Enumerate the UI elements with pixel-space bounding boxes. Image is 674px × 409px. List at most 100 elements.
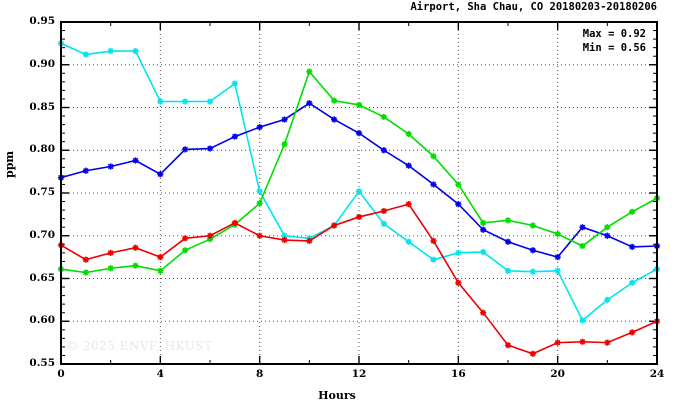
series-marker xyxy=(455,201,462,208)
series-marker xyxy=(182,146,189,153)
x-tick-label: 24 xyxy=(649,368,665,380)
series-marker xyxy=(504,238,512,245)
series-marker xyxy=(455,249,462,256)
series-marker xyxy=(306,237,313,244)
series-marker xyxy=(430,256,437,263)
series-marker xyxy=(480,219,487,227)
series-marker xyxy=(480,226,487,233)
series-marker xyxy=(206,145,214,152)
series-marker xyxy=(604,339,611,346)
series-marker xyxy=(529,222,536,229)
series-marker xyxy=(206,236,214,243)
series-marker xyxy=(554,230,561,238)
series-marker xyxy=(480,309,487,316)
series-marker xyxy=(455,279,462,286)
series-marker xyxy=(157,267,164,274)
series-marker xyxy=(355,188,363,195)
series-marker xyxy=(604,224,611,231)
series-marker xyxy=(256,124,263,131)
series-marker xyxy=(256,232,263,239)
series-marker xyxy=(380,113,387,121)
series-marker xyxy=(281,116,288,123)
series-marker xyxy=(504,267,512,274)
series-marker xyxy=(529,268,536,275)
series-marker xyxy=(107,47,114,55)
series-marker xyxy=(455,181,462,188)
series-marker xyxy=(132,157,139,164)
series-marker xyxy=(405,130,412,138)
series-marker xyxy=(430,237,437,244)
series-marker xyxy=(107,265,114,272)
y-tick-label: 0.90 xyxy=(29,57,55,70)
x-tick-label: 4 xyxy=(156,368,164,380)
series-marker xyxy=(82,167,89,174)
series-marker xyxy=(355,213,363,221)
series-marker xyxy=(82,269,89,276)
series-marker xyxy=(231,80,238,87)
x-tick-label: 16 xyxy=(451,368,466,380)
series-marker xyxy=(256,200,263,207)
series-marker xyxy=(355,130,363,137)
y-tick-label: 0.85 xyxy=(29,100,55,113)
series-marker xyxy=(132,47,139,55)
series-marker xyxy=(355,101,363,109)
series-marker xyxy=(132,244,139,251)
series-marker xyxy=(504,217,512,224)
series-marker xyxy=(380,207,387,215)
plot-frame xyxy=(60,21,658,365)
series-marker xyxy=(256,188,263,195)
series-marker xyxy=(182,98,189,105)
series-marker xyxy=(629,243,636,250)
stats-annotation: Max = 0.92 Min = 0.56 xyxy=(583,27,646,55)
series-marker xyxy=(82,256,89,263)
series-marker xyxy=(405,162,412,169)
y-tick-label: 0.70 xyxy=(29,228,55,241)
series-marker xyxy=(331,97,338,104)
series-marker xyxy=(554,254,561,261)
series-marker xyxy=(430,153,437,160)
series-marker xyxy=(629,279,636,286)
series-marker xyxy=(206,98,214,105)
chart-title: Airport, Sha Chau, CO 20180203-20180206 xyxy=(410,1,657,13)
x-tick-label: 12 xyxy=(351,368,367,380)
y-tick-label: 0.65 xyxy=(29,271,55,284)
series-marker xyxy=(82,51,89,58)
series-marker xyxy=(331,116,338,123)
min-value-label: Min = 0.56 xyxy=(582,42,646,54)
series-marker xyxy=(157,98,164,105)
series-marker xyxy=(604,232,611,239)
series-marker xyxy=(231,133,238,140)
data-series-20180205 xyxy=(57,68,661,276)
x-tick-label: 8 xyxy=(256,368,264,380)
x-tick-label: 20 xyxy=(550,368,565,380)
y-tick-label: 0.80 xyxy=(29,143,55,156)
y-tick-label: 0.60 xyxy=(29,314,55,327)
series-marker xyxy=(529,247,536,254)
series-marker xyxy=(306,100,313,107)
series-marker xyxy=(380,220,387,227)
series-marker xyxy=(504,342,512,349)
series-marker xyxy=(405,238,412,245)
series-marker xyxy=(206,232,214,239)
series-marker xyxy=(281,232,288,239)
series-marker xyxy=(604,296,611,303)
series-marker xyxy=(182,235,189,242)
series-marker xyxy=(579,242,586,250)
series-marker xyxy=(579,338,586,345)
series-marker xyxy=(529,350,536,357)
series-marker xyxy=(480,248,487,256)
series-marker xyxy=(554,267,561,274)
series-marker xyxy=(405,201,412,208)
series-marker xyxy=(629,329,636,336)
series-marker xyxy=(380,147,387,154)
y-tick-label: 0.95 xyxy=(29,15,55,27)
x-tick-label: 0 xyxy=(57,368,65,380)
series-marker xyxy=(281,236,288,244)
series-marker xyxy=(306,68,313,75)
series-marker xyxy=(430,181,437,188)
series-marker xyxy=(231,219,238,227)
series-marker xyxy=(579,224,586,231)
series-marker xyxy=(629,208,636,215)
